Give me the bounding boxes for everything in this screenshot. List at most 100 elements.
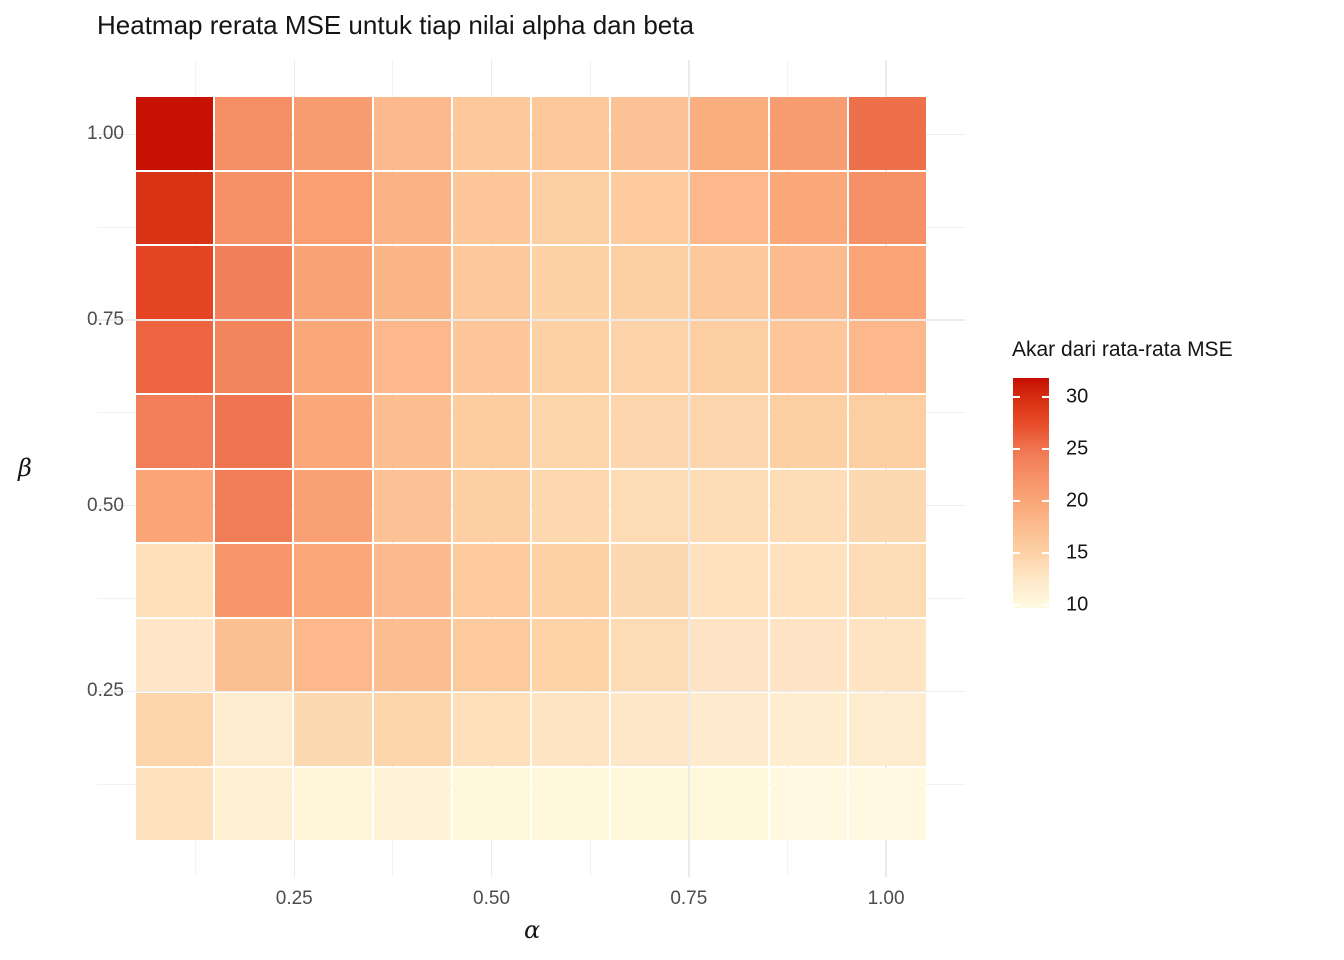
- heatmap-cell: [769, 246, 847, 319]
- heatmap-cell: [848, 469, 926, 542]
- vertical-major-gridline: [490, 60, 493, 877]
- heatmap-cell: [611, 693, 689, 766]
- legend-tick-notch: [1013, 603, 1020, 606]
- heatmap-cell: [373, 693, 451, 766]
- legend-tick-notch: [1013, 499, 1020, 502]
- heatmap-cell: [373, 246, 451, 319]
- heatmap-cell: [690, 320, 768, 393]
- heatmap-cell: [452, 544, 530, 617]
- legend-tick-label: 25: [1066, 437, 1089, 460]
- heatmap-cell: [294, 469, 372, 542]
- heatmap-cell: [136, 320, 214, 393]
- heatmap-cell: [611, 544, 689, 617]
- horizontal-major-gridline: [97, 133, 965, 135]
- heatmap-cell: [769, 618, 847, 691]
- heatmap-cell: [215, 395, 293, 468]
- heatmap-cell: [294, 395, 372, 468]
- legend-tick-notch: [1013, 395, 1020, 398]
- heatmap-cell: [531, 693, 610, 766]
- heatmap-cell: [294, 171, 372, 244]
- heatmap-cell: [531, 246, 610, 319]
- heatmap-cell: [373, 320, 451, 393]
- legend-title: Akar dari rata-rata MSE: [1012, 338, 1233, 361]
- heatmap-cell: [611, 618, 689, 691]
- heatmap-cell: [136, 693, 214, 766]
- heatmap-grid: [136, 97, 926, 840]
- heatmap-cell: [769, 395, 847, 468]
- heatmap-cell: [769, 469, 847, 542]
- heatmap-cell: [690, 246, 768, 319]
- heatmap-cell: [690, 97, 768, 170]
- heatmap-cell: [215, 767, 293, 840]
- legend-tick-label: 30: [1066, 385, 1089, 408]
- x-axis-tick-label: 1.00: [867, 888, 905, 909]
- vertical-major-gridline: [688, 60, 690, 877]
- heatmap-cell: [848, 767, 926, 840]
- heatmap-cell: [690, 618, 768, 691]
- heatmap-cell: [294, 544, 372, 617]
- chart-title: Heatmap rerata MSE untuk tiap nilai alph…: [97, 10, 694, 40]
- heatmap-cell: [611, 469, 689, 542]
- heatmap-cell: [136, 171, 214, 244]
- heatmap-cell: [611, 395, 689, 468]
- heatmap-cell: [531, 469, 610, 542]
- heatmap-cell: [136, 469, 214, 542]
- vertical-minor-gridline: [195, 60, 197, 877]
- legend-colorbar: [1013, 378, 1049, 608]
- legend-tick-notch: [1042, 447, 1049, 450]
- heatmap-cell: [452, 395, 530, 468]
- heatmap-cell: [215, 544, 293, 617]
- heatmap-cell: [690, 693, 768, 766]
- heatmap-cell: [690, 171, 768, 244]
- heatmap-cell: [452, 171, 530, 244]
- heatmap-cell: [769, 767, 847, 840]
- heatmap-cell: [136, 97, 214, 170]
- heatmap-cell: [848, 97, 926, 170]
- heatmap-cell: [136, 544, 214, 617]
- heatmap-cell: [690, 395, 768, 468]
- legend-tick-notch: [1042, 551, 1049, 554]
- legend-tick-notch: [1042, 499, 1049, 502]
- heatmap-cell: [690, 469, 768, 542]
- heatmap-cell: [294, 246, 372, 319]
- heatmap-cell: [848, 320, 926, 393]
- heatmap-cell: [136, 395, 214, 468]
- heatmap-cell: [294, 693, 372, 766]
- heatmap-cell: [452, 693, 530, 766]
- heatmap-cell: [215, 469, 293, 542]
- heatmap-cell: [452, 246, 530, 319]
- heatmap-cell: [452, 320, 530, 393]
- heatmap-cell: [611, 171, 689, 244]
- heatmap-cell: [690, 767, 768, 840]
- legend-tick-notch: [1013, 447, 1020, 450]
- vertical-minor-gridline: [786, 60, 788, 877]
- heatmap-cell: [373, 618, 451, 691]
- y-axis-tick-label: 1.00: [87, 123, 124, 145]
- heatmap-cell: [531, 97, 610, 170]
- heatmap-cell: [215, 97, 293, 170]
- legend-tick-label: 20: [1066, 489, 1089, 512]
- x-axis-tick-label: 0.25: [275, 888, 313, 909]
- legend-tick-notch: [1013, 551, 1020, 554]
- heatmap-cell: [690, 544, 768, 617]
- heatmap-cell: [769, 320, 847, 393]
- horizontal-minor-gridline: [97, 597, 965, 599]
- heatmap-cell: [452, 618, 530, 691]
- x-axis-tick-label: 0.50: [473, 888, 511, 909]
- heatmap-cell: [136, 767, 214, 840]
- x-axis-title: α: [524, 916, 541, 944]
- heatmap-cell: [294, 97, 372, 170]
- legend-tick-label: 10: [1066, 593, 1089, 616]
- horizontal-major-gridline: [97, 504, 965, 507]
- heatmap-cell: [848, 544, 926, 617]
- heatmap-cell: [373, 395, 451, 468]
- horizontal-minor-gridline: [97, 783, 965, 785]
- heatmap-cell: [452, 767, 530, 840]
- heatmap-cell: [373, 97, 451, 170]
- heatmap-cell: [531, 395, 610, 468]
- horizontal-minor-gridline: [97, 412, 965, 414]
- heatmap-cell: [848, 618, 926, 691]
- legend-tick-label: 15: [1066, 541, 1089, 564]
- vertical-major-gridline: [885, 60, 887, 877]
